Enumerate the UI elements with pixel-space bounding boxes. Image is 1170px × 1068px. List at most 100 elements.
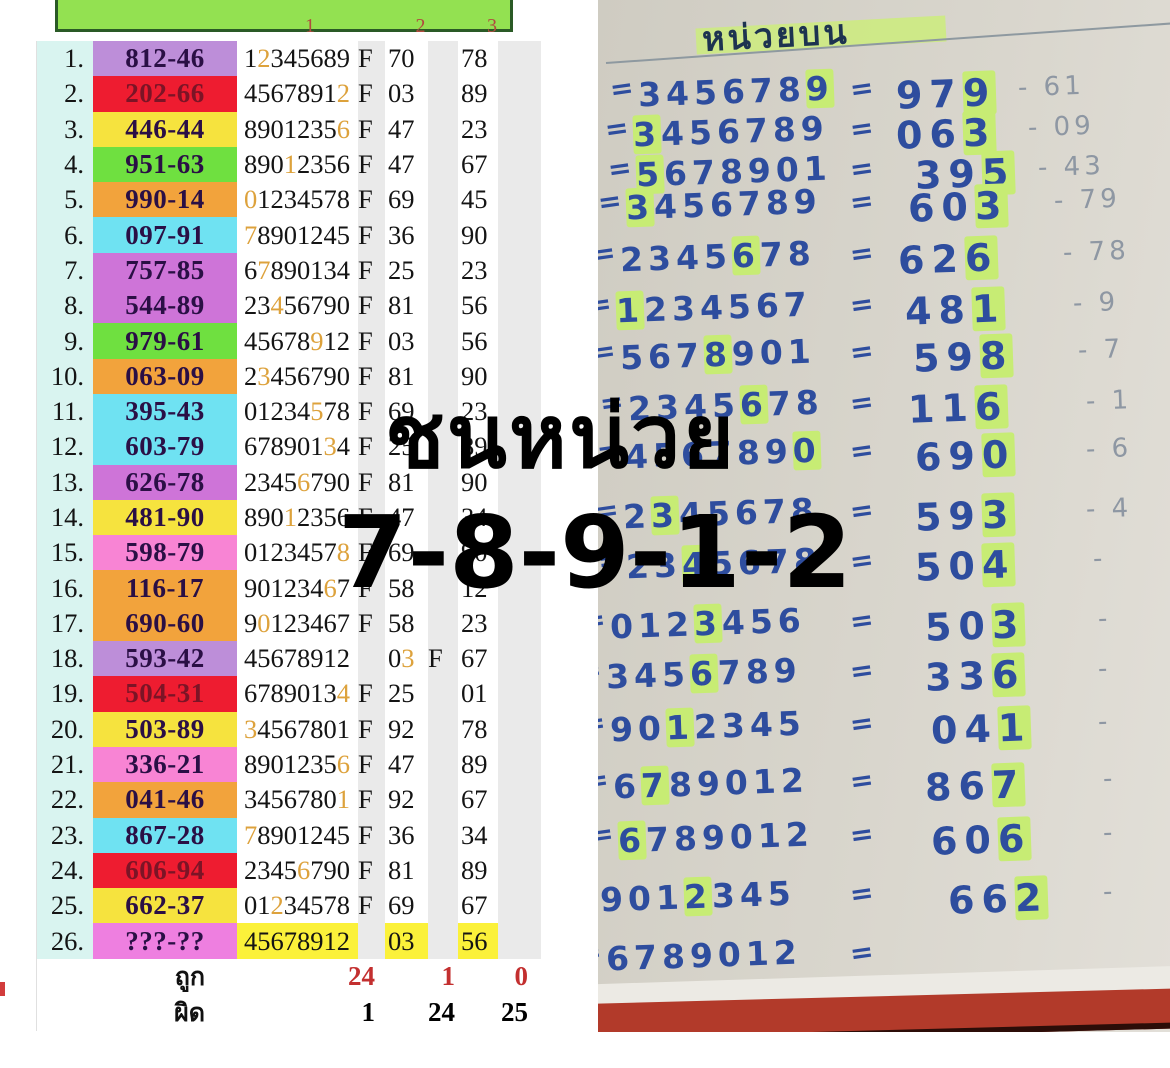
digit: 3 bbox=[323, 254, 337, 285]
digit: 8 bbox=[388, 360, 402, 391]
row-number: 8. bbox=[37, 288, 93, 324]
digit: 1 bbox=[283, 113, 297, 144]
digit: 7 bbox=[244, 819, 258, 850]
digit: 0 bbox=[323, 713, 337, 744]
digit: 9 bbox=[270, 819, 284, 850]
digit: 5 bbox=[767, 873, 797, 914]
gap-band: F bbox=[358, 499, 385, 536]
row-number: 6. bbox=[37, 217, 93, 253]
column-header-row: 1 2 3 bbox=[36, 15, 540, 39]
gap-band bbox=[428, 288, 458, 324]
digit: 0 bbox=[244, 890, 258, 921]
digit: 1 bbox=[655, 877, 685, 918]
pair-suffix: - bbox=[1102, 763, 1117, 795]
gap-band bbox=[428, 852, 458, 889]
digit: 0 bbox=[270, 149, 284, 180]
digit: 9 bbox=[388, 713, 402, 744]
digit: 0 bbox=[388, 325, 402, 356]
row-number: 4. bbox=[37, 146, 93, 183]
gap-band bbox=[428, 711, 458, 747]
gap-band bbox=[498, 535, 541, 571]
digit: 9 bbox=[689, 935, 719, 976]
digit: 3 bbox=[388, 819, 402, 850]
table-row: 23. 867-28 7 8 9 0 1 2 4 5 F 3 6 34 bbox=[37, 817, 541, 853]
digit: 0 bbox=[270, 502, 284, 532]
digit: 6 bbox=[401, 219, 415, 250]
gap-band bbox=[498, 217, 541, 253]
digit: 9 bbox=[773, 650, 803, 691]
digit: 0 bbox=[257, 607, 271, 638]
digit: 8 bbox=[793, 540, 823, 581]
equals-sign: = bbox=[598, 432, 623, 469]
result-number: 504 bbox=[914, 542, 1017, 590]
digit: 7 bbox=[323, 396, 337, 427]
digit: 3 bbox=[388, 219, 402, 250]
digit: 3 bbox=[625, 187, 655, 228]
gap-band bbox=[498, 146, 541, 183]
digit: 5 bbox=[283, 854, 297, 885]
draw-number-cell: 503-89 bbox=[93, 711, 237, 747]
digit: 2 bbox=[622, 496, 652, 537]
digit: 3 bbox=[257, 290, 271, 321]
digit: 3 bbox=[297, 607, 311, 638]
digit: 2 bbox=[930, 236, 966, 282]
equals-sign: = bbox=[847, 705, 876, 742]
pair-suffix: - 4 bbox=[1085, 493, 1133, 525]
digit-sequence: 4567890 bbox=[624, 430, 822, 476]
pair-2-cell: 12 bbox=[458, 570, 498, 606]
digit: 0 bbox=[759, 332, 789, 373]
digit: 6 bbox=[777, 600, 807, 641]
digit: 7 bbox=[310, 290, 324, 321]
digit: 9 bbox=[945, 334, 981, 380]
digit: 0 bbox=[283, 819, 297, 850]
digit: 5 bbox=[323, 749, 337, 780]
digit: 4 bbox=[310, 572, 324, 603]
digit: 7 bbox=[928, 71, 964, 117]
digit: 3 bbox=[283, 396, 297, 427]
digit: 0 bbox=[270, 749, 284, 780]
digit: 8 bbox=[401, 607, 415, 638]
result-number: 662 bbox=[947, 875, 1050, 923]
digit: 3 bbox=[257, 360, 271, 391]
digit: 7 bbox=[336, 607, 350, 638]
gap-band: F bbox=[358, 217, 385, 253]
row-number: 13. bbox=[37, 464, 93, 500]
digit: 1 bbox=[401, 360, 415, 391]
digit: 7 bbox=[401, 113, 415, 144]
digit: 3 bbox=[401, 643, 415, 674]
gap-band bbox=[498, 499, 541, 536]
digit: 2 bbox=[336, 325, 350, 356]
draw-number-cell: 395-43 bbox=[93, 393, 237, 430]
digit: 8 bbox=[270, 254, 284, 285]
digit: 6 bbox=[716, 111, 746, 152]
gap-band bbox=[498, 358, 541, 394]
digit: 7 bbox=[257, 254, 271, 285]
digit: 0 bbox=[895, 112, 931, 158]
digit: 5 bbox=[688, 112, 718, 153]
digit: 1 bbox=[257, 184, 271, 215]
digit-sequence: 0123456 bbox=[609, 601, 806, 647]
photo-title: หน่วยบน bbox=[701, 12, 851, 60]
digit: 1 bbox=[244, 43, 258, 74]
digit: 4 bbox=[297, 890, 311, 921]
digit: 7 bbox=[323, 184, 337, 215]
pair-suffix: - bbox=[1102, 876, 1117, 908]
digit: 7 bbox=[283, 78, 297, 109]
equals-sign: = bbox=[598, 333, 618, 370]
digit: 1 bbox=[745, 933, 775, 974]
pair-suffix: - 7 bbox=[1077, 334, 1125, 366]
row-number: 18. bbox=[37, 641, 93, 677]
digit: 4 bbox=[388, 149, 402, 180]
result-number: 603 bbox=[907, 183, 1010, 231]
digit: 2 bbox=[1014, 875, 1050, 921]
row-number: 25. bbox=[37, 888, 93, 924]
digit: 2 bbox=[388, 254, 402, 285]
digit-sequence: 9012345 bbox=[609, 704, 806, 750]
gap-band bbox=[428, 888, 458, 924]
digit: 5 bbox=[703, 236, 733, 277]
